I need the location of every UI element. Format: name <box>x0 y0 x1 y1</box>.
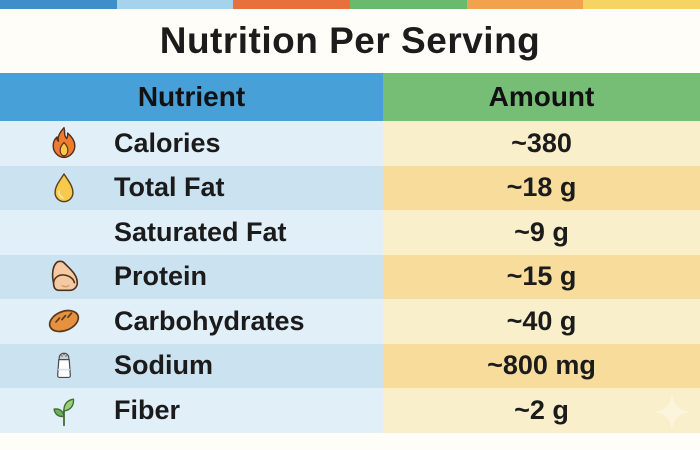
fire-icon <box>44 123 84 163</box>
table-row: Carbohydrates ~40 g <box>0 299 700 344</box>
salt-shaker-icon <box>44 346 84 386</box>
column-header-amount: Amount <box>383 73 700 121</box>
oil-drop-icon <box>44 168 84 208</box>
amount-value: ~9 g <box>514 216 569 247</box>
table-header-row: Nutrient Amount <box>0 73 700 121</box>
table-row: Calories ~380 <box>0 121 700 166</box>
color-bar-segment <box>583 0 700 9</box>
color-bar-segment <box>233 0 351 9</box>
amount-value: ~18 g <box>506 172 577 203</box>
table-row: Fiber ~2 g <box>0 388 700 433</box>
color-bar-segment <box>116 0 234 9</box>
column-header-nutrient: Nutrient <box>0 73 383 121</box>
nutrient-label: Sodium <box>114 350 213 381</box>
bread-icon <box>44 301 84 341</box>
nutrient-label: Saturated Fat <box>114 216 287 247</box>
table-body: Calories ~380 Total Fat ~18 g Saturated … <box>0 121 700 433</box>
color-bar-segment <box>0 0 117 9</box>
table-row: Protein ~15 g <box>0 254 700 299</box>
amount-value: ~380 <box>511 127 572 158</box>
no-icon <box>44 212 84 252</box>
page-title: Nutrition Per Serving <box>159 20 541 61</box>
amount-value: ~15 g <box>506 261 577 292</box>
top-color-bar <box>0 0 700 9</box>
color-bar-segment <box>466 0 584 9</box>
nutrient-label: Calories <box>114 127 221 158</box>
nutrient-label: Protein <box>114 261 208 292</box>
amount-value: ~2 g <box>514 394 569 425</box>
seedling-icon <box>44 390 84 430</box>
nutrition-table: Nutrient Amount Calories ~380 Total Fat … <box>0 73 700 433</box>
bicep-icon <box>44 257 84 297</box>
color-bar-segment <box>350 0 467 9</box>
nutrient-label: Total Fat <box>114 172 225 203</box>
nutrient-label: Fiber <box>114 394 181 425</box>
nutrient-label: Carbohydrates <box>114 305 305 336</box>
amount-value: ~800 mg <box>487 350 596 381</box>
title-area: Nutrition Per Serving <box>0 9 700 73</box>
table-row: Saturated Fat ~9 g <box>0 210 700 255</box>
table-row: Total Fat ~18 g <box>0 165 700 210</box>
amount-value: ~40 g <box>506 305 577 336</box>
table-row: Sodium ~800 mg <box>0 343 700 388</box>
